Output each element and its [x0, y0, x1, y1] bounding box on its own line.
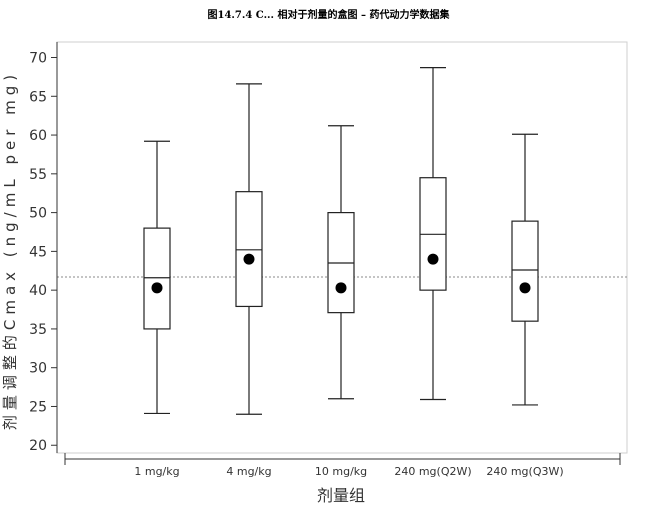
- y-tick-label: 40: [29, 283, 47, 299]
- mean-marker: [335, 282, 347, 294]
- x-tick-label: 240 mg(Q3W): [486, 465, 563, 478]
- y-axis: 20 25 30 35 40 45 50 55 60 65 70: [29, 42, 58, 454]
- box-5: [511, 133, 539, 406]
- y-tick-label: 50: [29, 206, 47, 222]
- y-tick-label: 60: [29, 128, 47, 144]
- box-3: [327, 125, 355, 400]
- x-axis-title: 剂量组: [317, 486, 365, 505]
- chart-title: 图14.7.4 C... 相对于剂量的盒图 – 药代动力学数据集: [207, 10, 450, 21]
- x-tick-label: 10 mg/kg: [315, 465, 367, 478]
- y-tick-label: 30: [29, 361, 47, 377]
- box-1: [143, 140, 171, 415]
- y-tick-label: 45: [29, 244, 47, 260]
- y-tick-label: 55: [29, 167, 47, 183]
- box-4: [419, 66, 447, 401]
- iqr-box: [235, 191, 263, 308]
- y-tick-label: 65: [29, 89, 47, 105]
- x-axis: 1 mg/kg 4 mg/kg 10 mg/kg 240 mg(Q2W) 240 mg(…: [64, 453, 621, 478]
- y-axis-title: 剂量调整的Cmax (ng/mL per mg): [1, 70, 19, 430]
- mean-marker: [151, 282, 163, 294]
- box-2: [235, 83, 263, 415]
- x-tick-label: 240 mg(Q2W): [394, 465, 471, 478]
- iqr-box: [511, 220, 539, 322]
- mean-marker: [427, 253, 439, 265]
- y-tick-label: 70: [29, 51, 47, 67]
- mean-marker: [243, 253, 255, 265]
- y-tick-label: 25: [29, 399, 47, 415]
- boxes-group: [143, 66, 539, 415]
- x-tick-label: 4 mg/kg: [226, 465, 271, 478]
- mean-marker: [519, 282, 531, 294]
- x-tick-label: 1 mg/kg: [134, 465, 179, 478]
- iqr-box: [143, 227, 171, 330]
- y-tick-label: 20: [29, 438, 47, 454]
- y-tick-label: 35: [29, 322, 47, 338]
